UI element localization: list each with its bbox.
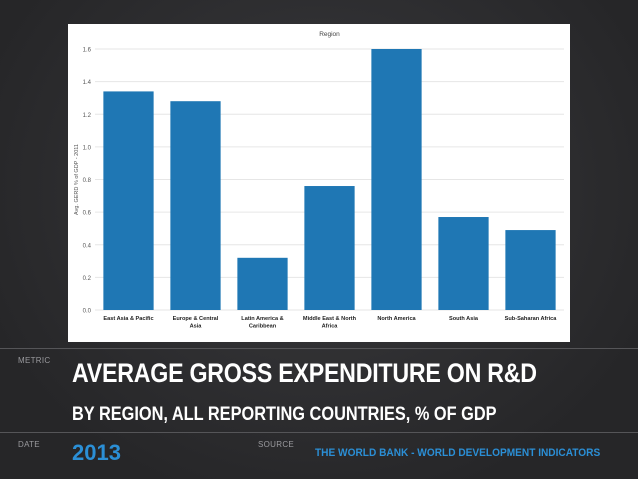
chart-panel: 0.0 0.2 0.4 0.6 0.8 1.0 1.2 1.4 1.6 Region Avg. GE…: [68, 24, 570, 342]
x-tick-label: Sub-Saharan Africa: [505, 316, 558, 322]
x-tick-label: North America: [377, 316, 416, 322]
y-tick-label: 0.6: [83, 211, 92, 217]
y-tick-label: 1.6: [83, 48, 92, 54]
date-label: DATE: [18, 440, 40, 449]
y-tick-label: 1.2: [83, 113, 92, 119]
metric-label: METRIC: [18, 356, 51, 365]
bar-chart: 0.0 0.2 0.4 0.6 0.8 1.0 1.2 1.4 1.6 Region Avg. GE…: [74, 31, 564, 330]
x-tick-label: East Asia & Pacific: [103, 316, 153, 322]
x-tick-label: South Asia: [449, 316, 479, 322]
bar: [505, 230, 556, 310]
y-tick-label: 0.2: [83, 276, 92, 282]
x-tick-label: Asia: [190, 324, 203, 330]
x-tick-label: Caribbean: [249, 324, 277, 330]
y-axis-label: Avg. GERD % of GDP - 2011: [74, 144, 80, 215]
bar: [371, 49, 422, 310]
y-tick-label: 0.8: [83, 178, 92, 184]
x-tick-label: Europe & Central: [173, 316, 219, 322]
x-tick-label: Latin America &: [241, 316, 283, 322]
slide-title: AVERAGE GROSS EXPENDITURE ON R&D: [72, 358, 537, 388]
y-tick-label: 0.4: [83, 243, 92, 249]
date-value: 2013: [72, 440, 121, 465]
y-tick-label: 1.0: [83, 145, 92, 151]
bar: [170, 101, 221, 310]
x-tick-label: Middle East & North: [303, 316, 357, 322]
slide-subtitle: BY REGION, ALL REPORTING COUNTRIES, % OF…: [72, 404, 497, 425]
bar: [304, 186, 355, 310]
bar: [237, 257, 288, 310]
y-tick-label: 0.0: [83, 309, 92, 315]
x-tick-label: Africa: [322, 324, 339, 330]
bar: [438, 217, 489, 310]
chart-title: Region: [319, 31, 340, 38]
source-label: SOURCE: [258, 440, 295, 449]
bar: [103, 91, 154, 310]
y-tick-label: 1.4: [83, 80, 92, 86]
source-value: THE WORLD BANK - WORLD DEVELOPMENT INDIC…: [315, 447, 601, 459]
divider-bottom: [0, 432, 638, 433]
divider-top: [0, 348, 638, 349]
